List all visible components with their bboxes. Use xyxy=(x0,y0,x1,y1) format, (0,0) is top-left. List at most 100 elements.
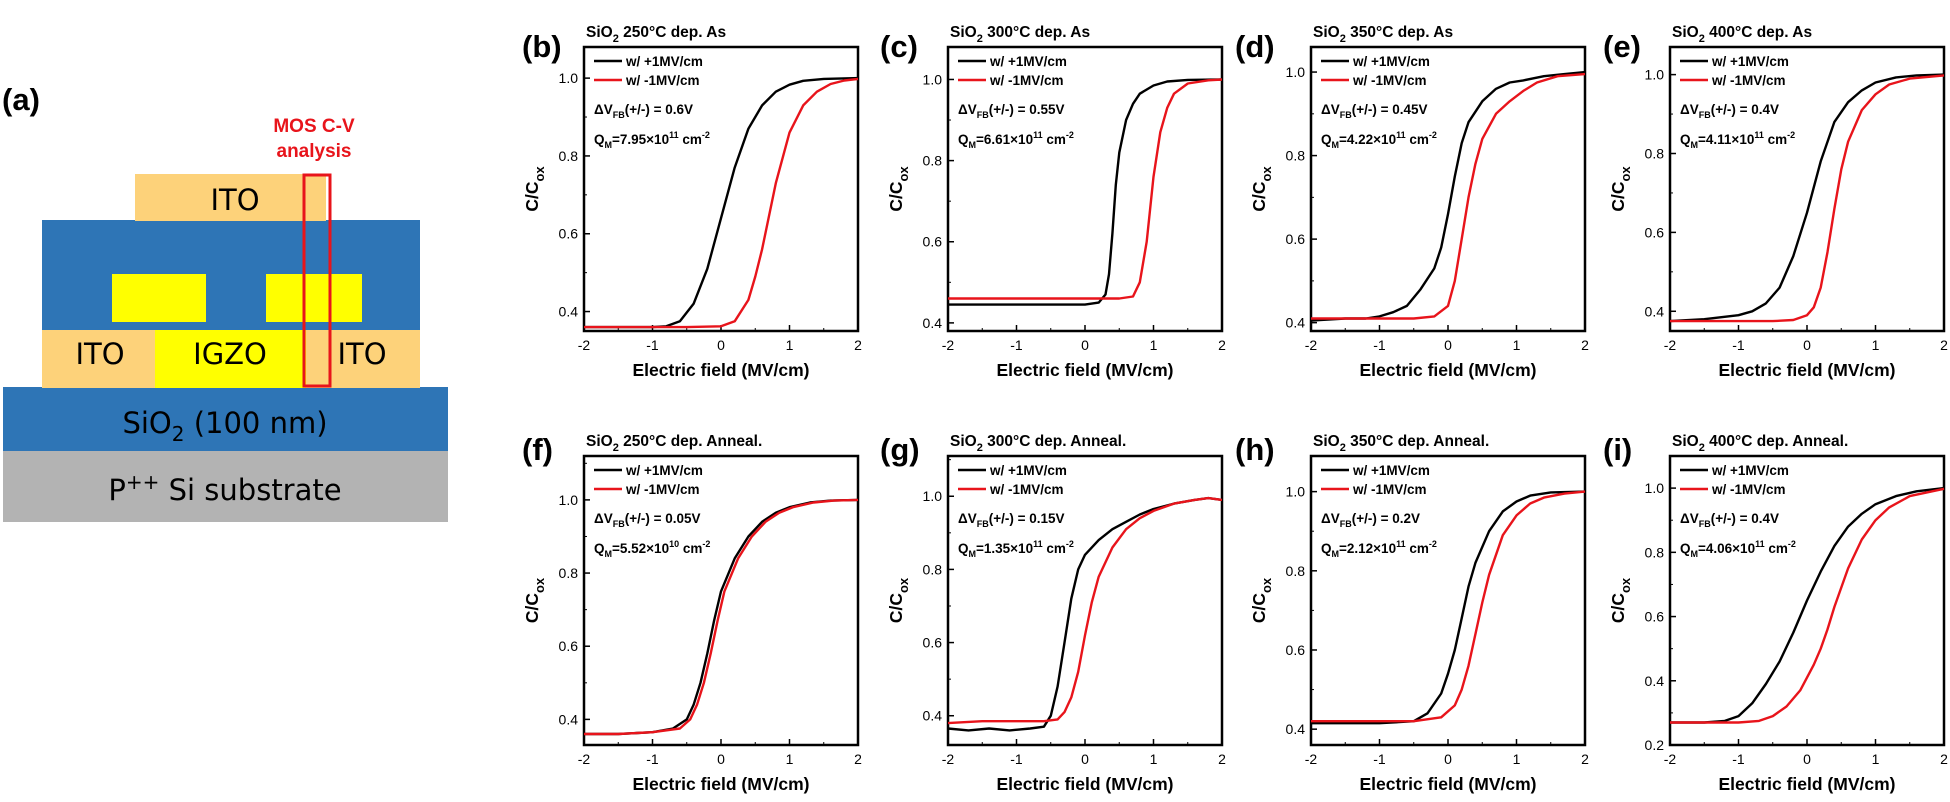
x-tick-label: 0 xyxy=(1803,751,1811,767)
y-tick-label: 0.8 xyxy=(1645,544,1665,560)
y-tick-label: 0.6 xyxy=(1645,224,1665,240)
x-tick-label: 2 xyxy=(1581,751,1589,767)
legend-label: w/ +1MV/cm xyxy=(625,54,703,69)
x-tick-label: -2 xyxy=(942,337,955,353)
y-tick-label: 0.4 xyxy=(1645,303,1665,319)
chart-title: SiO2 300°C dep. As xyxy=(950,24,1090,45)
substrate-label: P++ Si substrate xyxy=(108,470,341,507)
ito-drain-layer xyxy=(306,320,420,388)
delta-vfb-annotation: ΔVFB(+/-) = 0.55V xyxy=(958,102,1065,120)
x-tick-label: 2 xyxy=(854,337,862,353)
plot-frame xyxy=(1668,45,1946,333)
y-tick-label: 0.4 xyxy=(1286,315,1306,331)
plot-frame xyxy=(582,45,860,333)
legend-label: w/ +1MV/cm xyxy=(625,463,703,478)
mos-cv-highlight-box xyxy=(302,173,332,388)
plot-frame xyxy=(582,454,860,747)
series-line xyxy=(1670,487,1945,724)
y-tick-label: 1.0 xyxy=(1645,67,1665,83)
x-tick-label: 2 xyxy=(854,751,862,767)
chart-panel: (e) SiO2 400°C dep. As -2 -1 0 1 2 0.4 0.6 0.8 1.0… xyxy=(1603,24,1948,380)
y-tick-label: 0.6 xyxy=(1286,642,1306,658)
y-axis-label: C/Cox xyxy=(522,577,547,623)
series-line xyxy=(1310,70,1586,322)
chart-title: SiO2 300°C dep. Anneal. xyxy=(950,433,1126,454)
legend-label: w/ -1MV/cm xyxy=(989,482,1064,497)
x-axis-label: Electric field (MV/cm) xyxy=(633,360,810,380)
qm-annotation: QM=6.61×1011 cm-2 xyxy=(958,130,1074,150)
x-tick-label: -1 xyxy=(1010,337,1023,353)
y-tick-label: 1.0 xyxy=(1645,480,1665,496)
ito-source-label: ITO xyxy=(75,337,124,371)
y-tick-label: 0.6 xyxy=(559,226,579,242)
x-tick-label: 0 xyxy=(1081,751,1089,767)
cv-charts: (b) SiO2 250°C dep. As -2 -1 0 1 2 0.4 0.6 0.8 1.0… xyxy=(522,24,1948,794)
qm-annotation: QM=4.06×1011 cm-2 xyxy=(1680,539,1796,559)
chart-panel: (b) SiO2 250°C dep. As -2 -1 0 1 2 0.4 0.6 0.8 1.0… xyxy=(522,24,862,380)
y-tick-label: 0.4 xyxy=(923,708,943,724)
x-axis-label: Electric field (MV/cm) xyxy=(1719,774,1896,794)
x-tick-label: 2 xyxy=(1581,337,1589,353)
y-tick-label: 1.0 xyxy=(559,70,579,86)
y-axis-label: C/Cox xyxy=(522,166,547,212)
y-axis-label: C/Cox xyxy=(1249,577,1274,623)
x-tick-label: 1 xyxy=(1872,751,1880,767)
panel-letter: (e) xyxy=(1603,29,1641,64)
y-tick-label: 0.8 xyxy=(1286,148,1306,164)
gate-oxide-middle xyxy=(112,274,206,322)
delta-vfb-annotation: ΔVFB(+/-) = 0.05V xyxy=(594,511,701,529)
device-schematic-panel: (a) MOS C-V analysis ITO ITO IGZO ITO Si… xyxy=(2,82,448,522)
delta-vfb-annotation: ΔVFB(+/-) = 0.15V xyxy=(958,511,1065,529)
series-line xyxy=(1311,490,1586,723)
x-tick-label: 1 xyxy=(1513,751,1521,767)
y-tick-label: 0.6 xyxy=(923,234,943,250)
series-line xyxy=(584,498,859,736)
series-line xyxy=(584,498,859,736)
qm-annotation: QM=1.35×1011 cm-2 xyxy=(958,539,1074,559)
y-tick-label: 0.8 xyxy=(923,561,943,577)
chart-panel: (f) SiO2 250°C dep. Anneal. -2 -1 0 1 2 0.4 0.6 0… xyxy=(522,432,862,794)
x-axis-label: Electric field (MV/cm) xyxy=(1719,360,1896,380)
qm-annotation: QM=5.52×1010 cm-2 xyxy=(594,539,710,559)
legend-label: w/ +1MV/cm xyxy=(989,463,1067,478)
substrate-layer xyxy=(3,450,448,522)
x-tick-label: -1 xyxy=(1010,751,1023,767)
series-line xyxy=(1311,72,1586,320)
x-tick-label: -2 xyxy=(1664,751,1677,767)
series-line xyxy=(948,78,1223,306)
y-tick-label: 0.8 xyxy=(1645,146,1665,162)
legend-label: w/ -1MV/cm xyxy=(989,73,1064,88)
x-tick-label: 0 xyxy=(717,751,725,767)
sio2-layer xyxy=(3,387,448,451)
ito-gate-layer xyxy=(135,174,326,221)
chart-title: SiO2 400°C dep. Anneal. xyxy=(1672,433,1848,454)
igzo-label: IGZO xyxy=(193,337,267,371)
x-tick-label: -2 xyxy=(578,337,591,353)
delta-vfb-annotation: ΔVFB(+/-) = 0.4V xyxy=(1680,511,1779,529)
x-tick-label: 0 xyxy=(1081,337,1089,353)
qm-annotation: QM=4.22×1011 cm-2 xyxy=(1321,130,1437,150)
series-line xyxy=(1670,486,1945,724)
y-tick-label: 0.4 xyxy=(923,315,943,331)
delta-vfb-annotation: ΔVFB(+/-) = 0.2V xyxy=(1321,511,1420,529)
panel-letter: (h) xyxy=(1235,432,1275,467)
x-tick-label: 1 xyxy=(1872,337,1880,353)
legend-label: w/ -1MV/cm xyxy=(1352,73,1427,88)
legend-label: w/ -1MV/cm xyxy=(625,482,700,497)
y-tick-label: 1.0 xyxy=(1286,484,1306,500)
legend-label: w/ +1MV/cm xyxy=(1352,54,1430,69)
panel-letter: (b) xyxy=(522,29,562,64)
panel-letter: (g) xyxy=(880,432,920,467)
y-axis-label: C/Cox xyxy=(1608,166,1633,212)
x-axis-label: Electric field (MV/cm) xyxy=(997,774,1174,794)
panel-letter-a: (a) xyxy=(2,82,40,117)
qm-annotation: QM=7.95×1011 cm-2 xyxy=(594,130,710,150)
series-line xyxy=(1670,74,1945,323)
plot-frame xyxy=(1309,454,1587,747)
y-tick-label: 1.0 xyxy=(923,71,943,87)
x-tick-label: -1 xyxy=(1373,337,1386,353)
igzo-channel-layer xyxy=(155,320,306,388)
plot-frame xyxy=(1309,45,1587,333)
series-line xyxy=(1669,73,1945,323)
legend-label: w/ -1MV/cm xyxy=(1711,73,1786,88)
